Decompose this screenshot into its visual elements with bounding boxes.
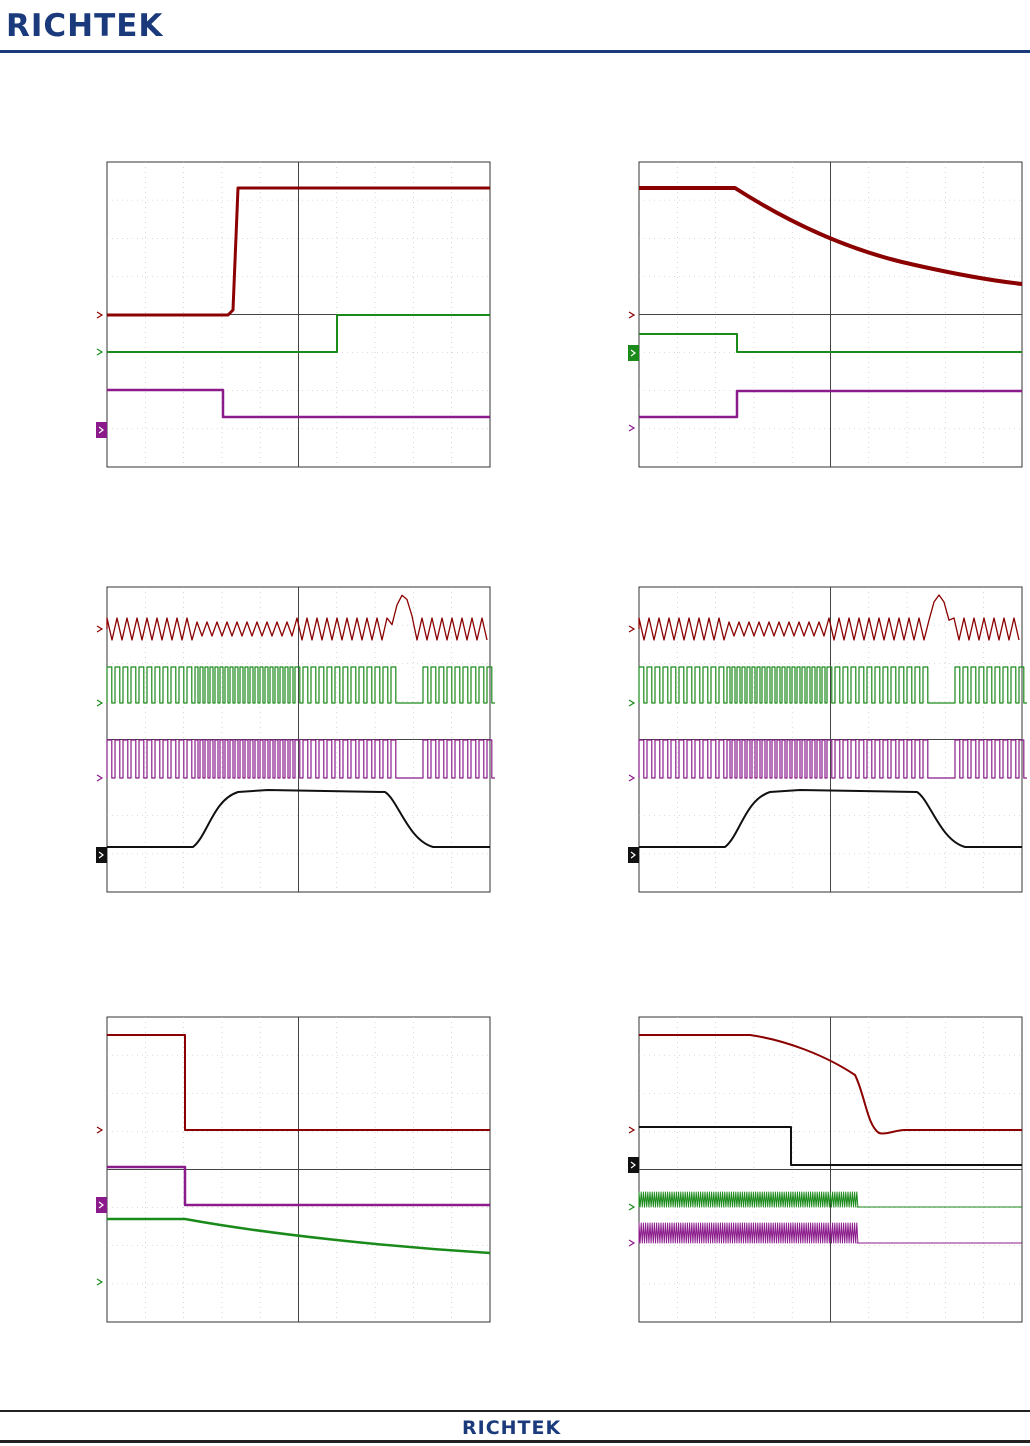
- scope-2-trace-purple: [639, 389, 1022, 419]
- scope-6: [628, 1016, 1023, 1323]
- scope-4-trace-purple: [638, 739, 1027, 779]
- scope-3-marker-green: [96, 699, 104, 707]
- scope-6-marker-red: [628, 1126, 636, 1134]
- scope-6-trace-green: [638, 1191, 1022, 1208]
- scope-2-marker-red: [628, 311, 636, 319]
- scope-3-trace-green: [106, 666, 495, 704]
- scope-1-marker-purple-arrow: [98, 426, 104, 434]
- scope-6-marker-black-arrow: [630, 1161, 636, 1169]
- scope-1-trace-green: [107, 314, 490, 353]
- scope-6-trace-purple: [638, 1222, 1022, 1244]
- scope-5-marker-green: [96, 1278, 104, 1286]
- scope-5-trace-red: [107, 1034, 490, 1131]
- scope-4: [628, 586, 1027, 893]
- scope-2-marker-purple: [628, 424, 636, 432]
- scope-3-trace-black: [107, 789, 490, 848]
- scope-2-trace-red: [639, 186, 1023, 286]
- scope-5-marker-purple: [96, 1197, 107, 1213]
- scope-2-trace-green: [639, 333, 1022, 353]
- scope-3-marker-black-arrow: [98, 851, 104, 859]
- scope-2-marker-green-arrow: [630, 349, 636, 357]
- scope-2: [628, 161, 1023, 468]
- header-rule: [0, 50, 1030, 53]
- scope-4-trace-green: [638, 666, 1027, 704]
- scope-6-trace-black: [639, 1126, 1022, 1166]
- scope-1-trace-red: [107, 186, 490, 317]
- scope-4-trace-red: [638, 594, 1020, 641]
- scope-4-marker-green: [628, 699, 636, 707]
- scope-1-marker-green: [96, 348, 104, 356]
- scope-5-trace-purple: [107, 1165, 490, 1207]
- scope-5: [96, 1016, 491, 1323]
- scope-5-marker-purple-arrow: [98, 1201, 104, 1209]
- scope-1-marker-purple: [96, 422, 107, 438]
- header-logo: RICHTEK: [6, 8, 164, 44]
- scope-6-marker-green: [628, 1203, 636, 1211]
- scope-4-marker-red: [628, 625, 636, 633]
- scope-6-trace-red: [639, 1034, 1022, 1135]
- scope-3: [96, 586, 495, 893]
- scope-4-marker-purple: [628, 774, 636, 782]
- footer-logo: RICHTEK: [462, 1417, 562, 1439]
- scope-4-trace-black: [639, 789, 1022, 848]
- scope-1-trace-purple: [107, 388, 490, 419]
- scope-5-marker-red: [96, 1126, 104, 1134]
- scope-4-marker-black-arrow: [630, 851, 636, 859]
- scope-3-marker-red: [96, 625, 104, 633]
- scope-3-marker-purple: [96, 774, 104, 782]
- scope-2-marker-green: [628, 345, 639, 361]
- scope-1: [96, 161, 491, 468]
- footer-rule-bottom: [0, 1440, 1030, 1443]
- scope-3-trace-red: [106, 594, 488, 641]
- scope-3-marker-black: [96, 847, 107, 863]
- scope-3-trace-purple: [106, 739, 495, 779]
- scope-1-marker-red: [96, 311, 104, 319]
- scope-5-trace-green: [107, 1217, 491, 1255]
- scope-6-marker-purple: [628, 1239, 636, 1247]
- scope-6-marker-black: [628, 1157, 639, 1173]
- footer-rule-top: [0, 1410, 1030, 1412]
- scope-4-marker-black: [628, 847, 639, 863]
